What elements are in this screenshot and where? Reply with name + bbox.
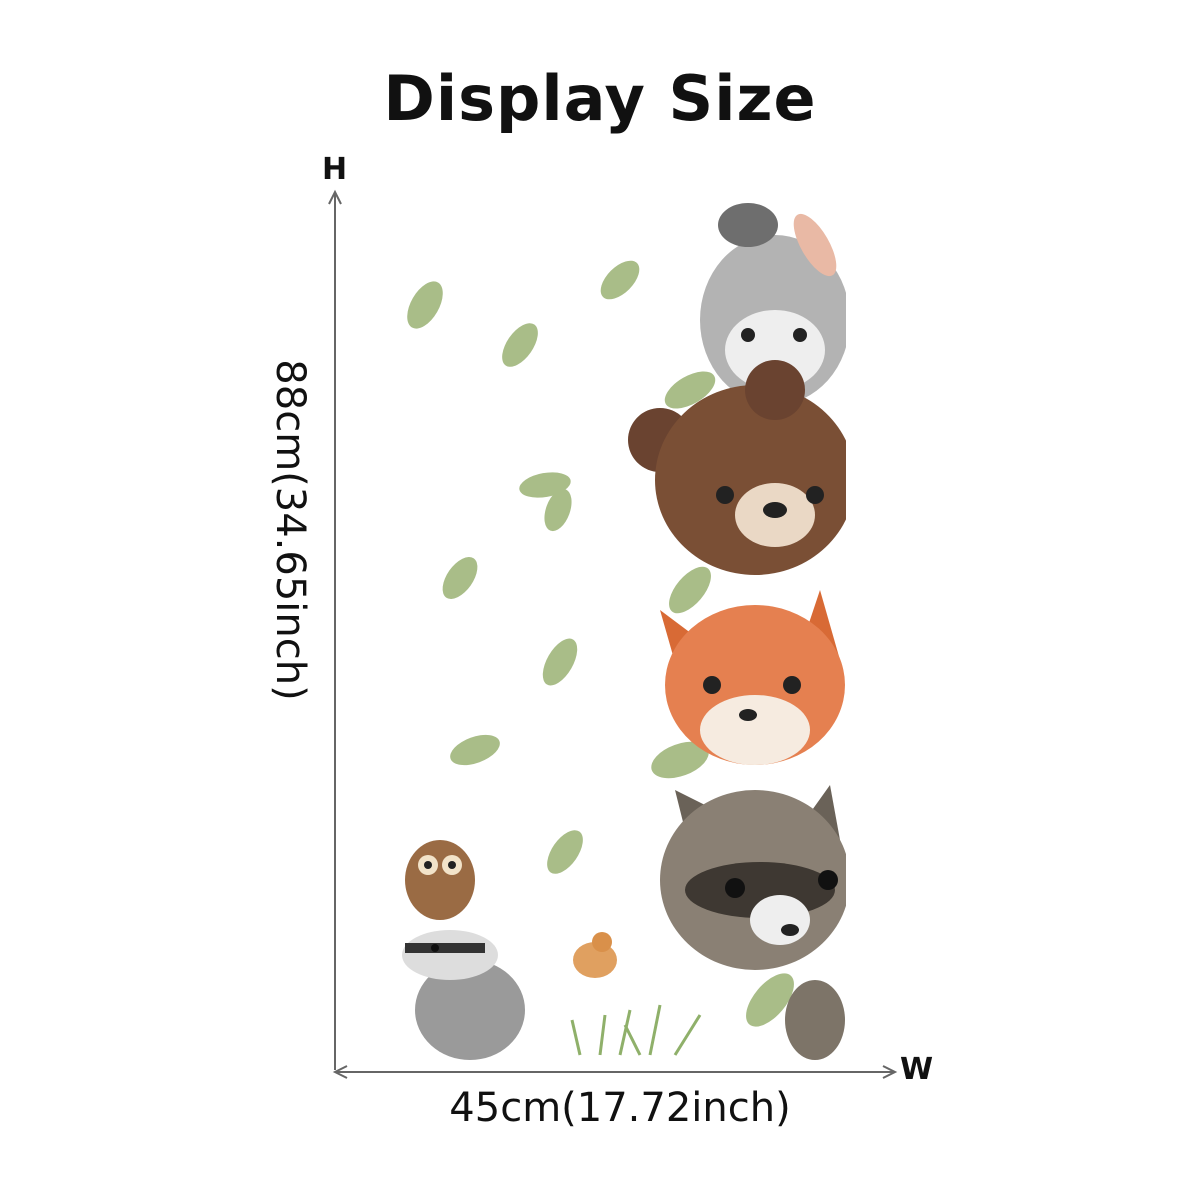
owl xyxy=(405,840,475,920)
cutout-edge xyxy=(846,190,876,1070)
height-axis-letter: H xyxy=(322,152,348,187)
width-axis-letter: W xyxy=(900,1052,934,1087)
falling-leaves xyxy=(407,260,794,1027)
small-bird xyxy=(573,932,617,978)
width-arrow xyxy=(332,1065,898,1079)
width-dimension-label: 45cm(17.72inch) xyxy=(449,1085,791,1131)
height-arrow xyxy=(328,189,342,1070)
page-title: Display Size xyxy=(383,62,817,135)
bear xyxy=(628,360,855,575)
badger xyxy=(402,930,525,1060)
grass xyxy=(570,1004,702,1056)
raccoon xyxy=(660,785,850,1060)
fox xyxy=(660,590,845,765)
rabbit xyxy=(700,203,850,405)
